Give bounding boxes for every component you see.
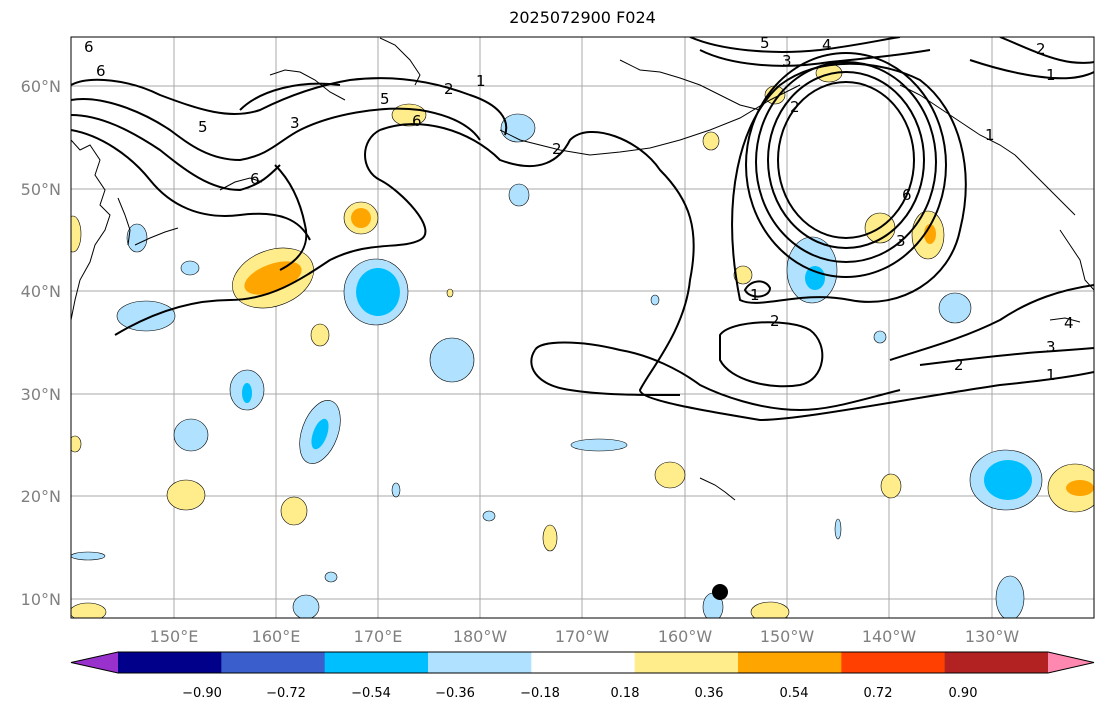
contour-label: 3 — [782, 52, 792, 70]
colorbar-segment — [944, 652, 1049, 673]
contour-label: 1 — [750, 286, 760, 304]
colorbar-tick-label: −0.54 — [351, 686, 391, 701]
colorbar-tick-label: 0.90 — [949, 686, 978, 701]
lat-label: 30°N — [21, 385, 61, 404]
contour-label: 1 — [985, 126, 995, 144]
longitude-labels: 150°E 160°E 170°E 180°W 170°W 160°W 150°… — [150, 627, 1020, 646]
lon-label: 130°W — [965, 627, 1020, 646]
contour-label-group: 6 6 5 2 1 5 6 2 5 4 3 2 1 6 3 1 2 2 3 1 … — [84, 34, 1074, 384]
contour-label: 6 — [412, 112, 422, 130]
contour-label: 6 — [84, 38, 94, 56]
contour-label: 3 — [896, 232, 906, 250]
contour-label: 4 — [822, 36, 832, 54]
colorbar-outline — [70, 651, 1095, 674]
map-title: 2025072900 F024 — [509, 8, 656, 27]
colorbar-tick-label: 0.36 — [695, 686, 724, 701]
lat-label: 50°N — [21, 180, 61, 199]
lon-label: 150°E — [150, 627, 199, 646]
lon-label: 160°W — [658, 627, 713, 646]
contour-lines — [71, 37, 1094, 422]
contour-label: 5 — [380, 90, 390, 108]
contour-label: 5 — [198, 118, 208, 136]
contour-label: 4 — [1064, 314, 1074, 332]
contour-label: 6 — [96, 62, 106, 80]
colorbar-tick-label: 0.72 — [864, 686, 893, 701]
colorbar-ticks: −0.90 −0.72 −0.54 −0.36 −0.18 0.18 0.36 … — [182, 686, 977, 701]
lon-label: 150°W — [760, 627, 815, 646]
contour-label: 6 — [902, 186, 912, 204]
colorbar-tick-label: −0.90 — [182, 686, 222, 701]
lon-label: 180°W — [453, 627, 508, 646]
lon-label: 140°W — [862, 627, 917, 646]
colorbar-tick-label: 0.54 — [780, 686, 809, 701]
lat-label: 40°N — [21, 282, 61, 301]
colorbar-segment — [841, 652, 946, 673]
lat-label: 10°N — [21, 590, 61, 609]
colorbar-extension-low — [71, 652, 118, 673]
contour-label: 1 — [1046, 66, 1056, 84]
lon-label: 170°E — [354, 627, 403, 646]
map-frame — [70, 36, 1095, 619]
colorbar-segment — [118, 652, 222, 673]
coastlines — [71, 37, 1094, 501]
lat-label: 60°N — [21, 77, 61, 96]
lat-label: 20°N — [21, 487, 61, 506]
colorbar-segment — [324, 652, 429, 673]
contour-label: 2 — [954, 356, 964, 374]
colorbar-tick-label: 0.18 — [611, 686, 640, 701]
tropical-system-marker — [712, 584, 728, 600]
colorbar-segment — [531, 652, 636, 673]
contour-label: 2 — [444, 80, 454, 98]
contour-label: 6 — [250, 170, 260, 188]
contour-label: 2 — [790, 98, 800, 116]
latitude-labels: 60°N 50°N 40°N 30°N 20°N 10°N — [21, 77, 61, 609]
colorbar-segment — [738, 652, 842, 673]
colorbar-segment — [634, 652, 739, 673]
lon-label: 170°W — [555, 627, 610, 646]
colorbar — [70, 651, 1095, 674]
contour-label: 3 — [1046, 338, 1056, 356]
contour-label: 2 — [1036, 40, 1046, 58]
contour-label: 2 — [770, 312, 780, 330]
contour-label: 3 — [290, 114, 300, 132]
contour-label: 5 — [760, 34, 770, 52]
colorbar-tick-label: −0.18 — [520, 686, 560, 701]
colorbar-tick-label: −0.36 — [435, 686, 475, 701]
contour-label: 1 — [1046, 366, 1056, 384]
colorbar-tick-label: −0.72 — [266, 686, 306, 701]
colorbar-segment — [221, 652, 326, 673]
colorbar-extension-high — [1048, 652, 1094, 673]
gridlines — [71, 37, 1094, 618]
colorbar-segment — [428, 652, 532, 673]
contour-label: 2 — [552, 140, 562, 158]
lon-label: 160°E — [252, 627, 301, 646]
contour-label: 1 — [476, 72, 486, 90]
